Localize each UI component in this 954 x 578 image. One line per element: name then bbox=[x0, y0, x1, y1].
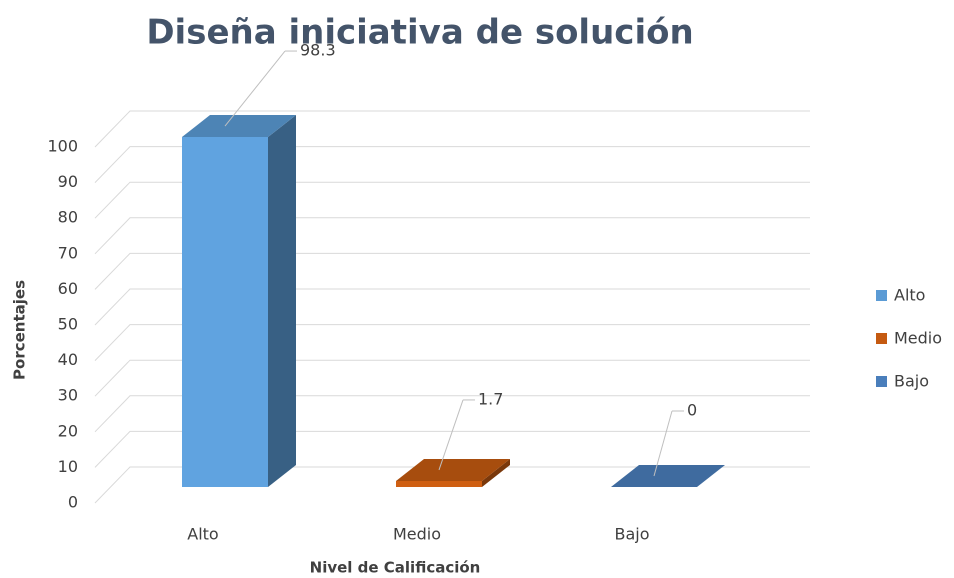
bar-front bbox=[182, 137, 268, 487]
bar-side bbox=[268, 115, 296, 487]
data-label: 0 bbox=[687, 401, 697, 420]
bar-top bbox=[611, 465, 725, 487]
bar bbox=[182, 115, 296, 487]
grid-line bbox=[94, 110, 810, 148]
x-axis-title: Nivel de Calificación bbox=[310, 559, 481, 577]
leader-line bbox=[224, 50, 286, 127]
grid-line bbox=[94, 359, 810, 397]
legend-swatch bbox=[876, 290, 887, 301]
y-tick-label: 50 bbox=[58, 315, 78, 334]
grid-line bbox=[94, 324, 810, 361]
data-label: 98.3 bbox=[300, 41, 336, 60]
y-tick-label: 0 bbox=[68, 493, 78, 512]
y-tick-label: 80 bbox=[58, 208, 78, 227]
y-tick-label: 20 bbox=[58, 421, 78, 440]
grid-line bbox=[94, 252, 810, 290]
x-tick-label: Bajo bbox=[614, 525, 649, 544]
legend-swatch bbox=[876, 333, 887, 344]
y-axis-title: Porcentajes bbox=[11, 280, 29, 380]
y-tick-label: 100 bbox=[47, 137, 78, 156]
grid-line bbox=[94, 466, 810, 504]
bar-top bbox=[396, 458, 510, 481]
x-tick-label: Medio bbox=[393, 525, 441, 544]
legend-swatch bbox=[876, 376, 887, 387]
bar-side bbox=[482, 458, 510, 487]
data-label: 1.7 bbox=[478, 389, 503, 408]
chart-title: Diseña iniciativa de solución bbox=[146, 13, 693, 53]
grid-line bbox=[94, 395, 810, 433]
y-tick-label: 60 bbox=[58, 279, 78, 298]
leader-line bbox=[438, 399, 464, 471]
grid-line bbox=[94, 146, 810, 183]
bar bbox=[611, 465, 725, 487]
x-tick-label: Alto bbox=[187, 525, 218, 544]
legend-label: Bajo bbox=[894, 372, 929, 391]
grid-line bbox=[94, 181, 810, 219]
y-tick-label: 30 bbox=[58, 386, 78, 405]
grid-line bbox=[94, 217, 810, 255]
legend-label: Alto bbox=[894, 286, 925, 305]
bar-front bbox=[396, 480, 482, 487]
y-tick-label: 70 bbox=[58, 243, 78, 262]
leader-line bbox=[653, 410, 673, 477]
grid-line bbox=[94, 288, 810, 326]
bar bbox=[396, 458, 510, 487]
bar-top bbox=[182, 115, 296, 138]
y-tick-label: 40 bbox=[58, 350, 78, 369]
grid-line bbox=[94, 430, 810, 468]
y-tick-label: 10 bbox=[58, 457, 78, 476]
y-tick-label: 90 bbox=[58, 172, 78, 191]
legend-label: Medio bbox=[894, 329, 942, 348]
